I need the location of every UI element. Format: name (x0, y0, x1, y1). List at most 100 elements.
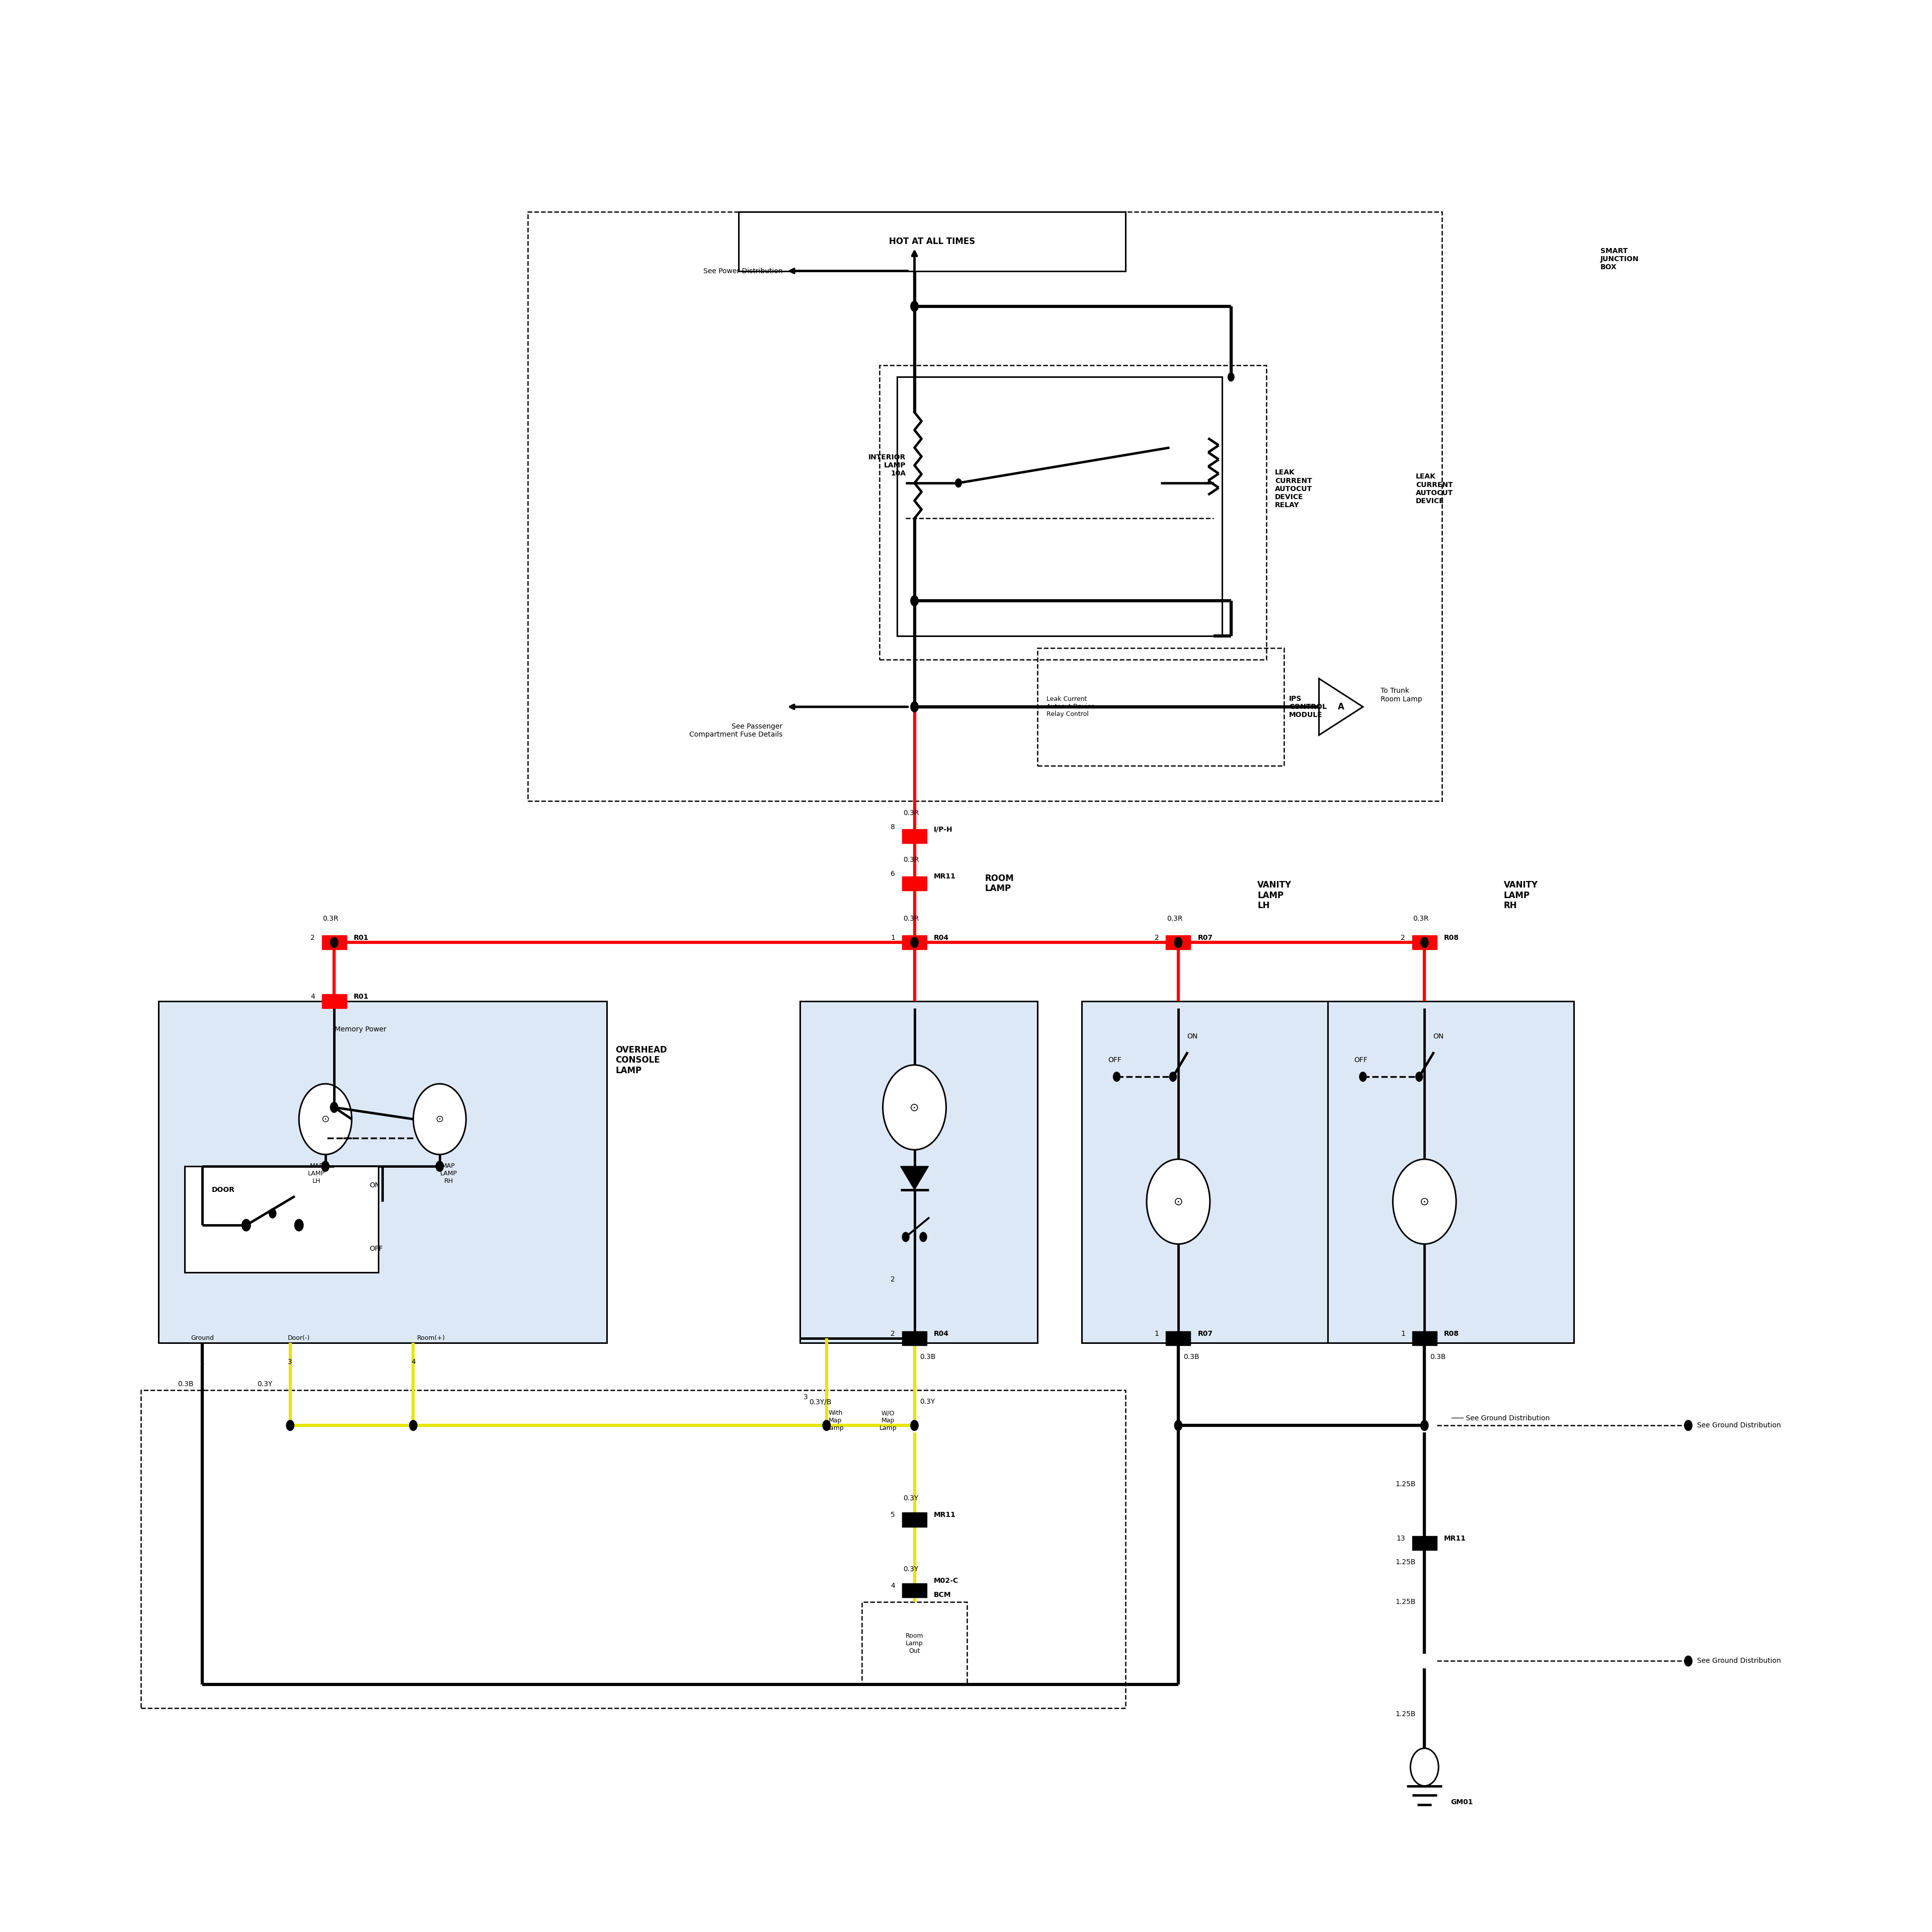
Text: ROOM
LAMP: ROOM LAMP (985, 873, 1014, 893)
Text: 0.3B: 0.3B (1184, 1354, 1200, 1360)
Text: MAP
LAMP
LH: MAP LAMP LH (307, 1163, 325, 1184)
Text: 1.25B: 1.25B (1395, 1710, 1416, 1718)
Text: See Power Distribution: See Power Distribution (703, 267, 782, 274)
Text: INTERIOR
LAMP
10A: INTERIOR LAMP 10A (867, 454, 906, 477)
Circle shape (910, 301, 918, 311)
Text: 4: 4 (891, 1582, 895, 1590)
Text: ─── See Ground Distribution: ─── See Ground Distribution (1451, 1414, 1549, 1422)
Text: 4: 4 (311, 993, 315, 1001)
Bar (1167, 1331, 1190, 1345)
Text: ⊙: ⊙ (1420, 1196, 1430, 1208)
Text: MAP
LAMP
RH: MAP LAMP RH (440, 1163, 458, 1184)
Circle shape (269, 1209, 276, 1217)
Text: 3: 3 (804, 1393, 808, 1401)
Text: DOOR: DOOR (213, 1186, 236, 1194)
Text: 2: 2 (311, 935, 315, 941)
Circle shape (1393, 1159, 1457, 1244)
Text: R04: R04 (933, 935, 949, 941)
Text: R07: R07 (1198, 1329, 1213, 1337)
Text: 0.3R: 0.3R (323, 916, 338, 922)
Text: ⊙: ⊙ (321, 1115, 330, 1124)
Circle shape (1146, 1159, 1209, 1244)
Text: 0.3R: 0.3R (902, 916, 920, 922)
Bar (902, 877, 927, 891)
Circle shape (883, 1065, 947, 1150)
Circle shape (1175, 937, 1182, 947)
Text: 13: 13 (1397, 1536, 1405, 1542)
Text: 1: 1 (891, 935, 895, 941)
Circle shape (294, 1219, 303, 1231)
Text: 5: 5 (891, 1511, 895, 1519)
Bar (1917, 1408, 1932, 1441)
Text: 4: 4 (412, 1358, 415, 1366)
Text: 8: 8 (891, 823, 895, 831)
Text: 0.3B: 0.3B (1430, 1354, 1445, 1360)
Bar (1412, 1331, 1437, 1345)
Bar (1037, 647, 1283, 765)
Circle shape (1685, 1420, 1692, 1430)
Text: MR11: MR11 (1443, 1536, 1466, 1542)
Text: 0.3R: 0.3R (902, 856, 920, 864)
Text: 0.3Y: 0.3Y (904, 1495, 918, 1501)
Circle shape (1229, 373, 1235, 381)
Circle shape (1420, 1420, 1428, 1430)
Text: BCM: BCM (933, 1592, 951, 1598)
Polygon shape (1320, 678, 1362, 734)
Text: M02-C: M02-C (933, 1577, 958, 1584)
Text: 1.25B: 1.25B (1395, 1598, 1416, 1605)
Circle shape (902, 1233, 910, 1242)
Bar (185, 1167, 379, 1273)
Text: GM01: GM01 (1451, 1799, 1474, 1806)
Bar (323, 935, 346, 949)
Circle shape (286, 1420, 294, 1430)
Circle shape (1360, 1072, 1366, 1082)
Text: VANITY
LAMP
RH: VANITY LAMP RH (1503, 881, 1538, 910)
Text: 0.3B: 0.3B (920, 1354, 935, 1360)
Text: With
Map
Lamp: With Map Lamp (827, 1410, 844, 1432)
Bar (862, 1602, 968, 1685)
Text: 0.3Y: 0.3Y (904, 1565, 918, 1573)
Circle shape (1169, 1072, 1177, 1082)
Bar (1327, 1001, 1575, 1343)
Polygon shape (900, 1167, 929, 1190)
Text: 0.3R: 0.3R (902, 810, 920, 817)
Circle shape (1175, 1420, 1182, 1430)
Circle shape (413, 1084, 466, 1155)
Bar (902, 1331, 927, 1345)
Circle shape (321, 1161, 328, 1171)
Text: I/P-H: I/P-H (933, 825, 952, 833)
Text: 1: 1 (1401, 1329, 1405, 1337)
Text: 2: 2 (891, 1275, 895, 1283)
Text: ON: ON (1186, 1034, 1198, 1039)
Text: IPS
CONTROL
MODULE: IPS CONTROL MODULE (1289, 696, 1327, 719)
Bar (323, 995, 346, 1009)
Text: 0.3R: 0.3R (1412, 916, 1430, 922)
Circle shape (437, 1161, 444, 1171)
Text: LEAK
CURRENT
AUTOCUT
DEVICE
RELAY: LEAK CURRENT AUTOCUT DEVICE RELAY (1275, 469, 1312, 508)
Text: ON: ON (369, 1182, 381, 1188)
Text: R01: R01 (354, 993, 369, 1001)
Text: 6: 6 (891, 871, 895, 877)
Text: OFF: OFF (1107, 1057, 1121, 1065)
Bar (158, 1001, 607, 1343)
Bar (902, 1584, 927, 1598)
Text: See Ground Distribution: See Ground Distribution (1696, 1422, 1781, 1430)
Circle shape (330, 937, 338, 947)
Text: MR11: MR11 (933, 873, 956, 879)
Text: Ground: Ground (191, 1335, 214, 1341)
Bar (1412, 935, 1437, 949)
Text: 1.25B: 1.25B (1395, 1559, 1416, 1565)
Text: 0.3B: 0.3B (178, 1381, 193, 1387)
Text: R07: R07 (1198, 935, 1213, 941)
Bar (902, 935, 927, 949)
Text: 3: 3 (288, 1358, 292, 1366)
Text: Room(+): Room(+) (417, 1335, 444, 1341)
Text: 2: 2 (1155, 935, 1159, 941)
Text: 0.3Y: 0.3Y (920, 1399, 935, 1405)
Circle shape (1685, 1656, 1692, 1665)
Circle shape (330, 1101, 338, 1113)
Text: Memory Power: Memory Power (334, 1026, 386, 1034)
Text: Door(-): Door(-) (288, 1335, 311, 1341)
Text: SMART
JUNCTION
BOX: SMART JUNCTION BOX (1600, 247, 1638, 270)
Bar (902, 829, 927, 844)
